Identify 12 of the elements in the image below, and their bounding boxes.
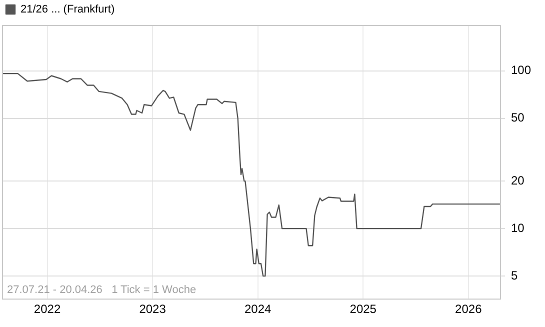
x-tick-label: 2024 <box>244 302 272 316</box>
y-tick-label: 50 <box>510 110 525 125</box>
y-tick-label: 10 <box>510 220 525 235</box>
y-tick-label: 20 <box>510 173 525 188</box>
y-tick-label: 5 <box>510 268 518 282</box>
legend-label: 21/26 ... (Frankfurt) <box>20 4 115 16</box>
annotation: 27.07.21 - 20.04.26 1 Tick = 1 Woche <box>7 284 196 296</box>
x-tick-label: 2025 <box>350 302 377 316</box>
y-tick-label: 100 <box>510 63 532 78</box>
x-tick-label: 2023 <box>139 302 166 316</box>
x-tick-label: 2026 <box>455 302 482 316</box>
x-tick-label: 2022 <box>34 302 61 316</box>
